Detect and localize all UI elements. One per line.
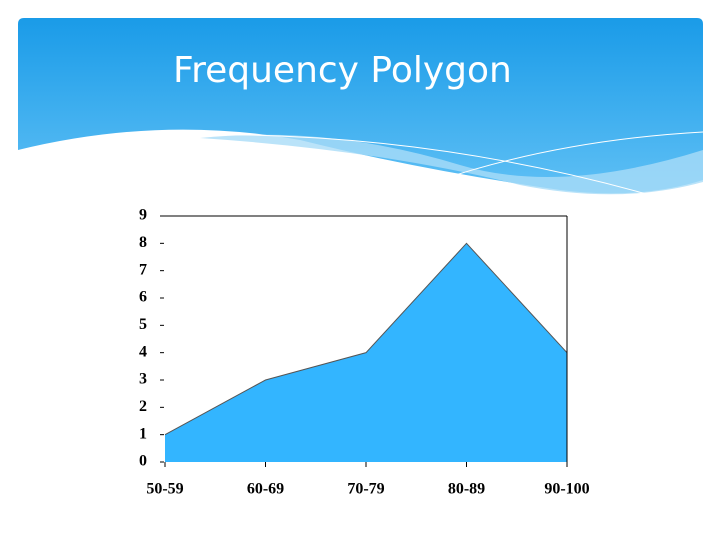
y-tick-label: 9 <box>139 207 147 224</box>
y-tick-label: 5 <box>139 316 147 333</box>
x-tick-label: 70-79 <box>347 481 384 498</box>
plot: 0 1 2 3 4 5 6 7 8 9 50-59 60-69 70-79 80-89 90-100 <box>139 207 590 498</box>
header-wave-line <box>179 131 704 196</box>
header-banner <box>18 18 703 194</box>
x-tick-label: 60-69 <box>247 481 284 498</box>
y-tick-label: 4 <box>139 343 147 360</box>
area-outline <box>164 242 568 436</box>
y-tick-label: 1 <box>139 425 147 442</box>
x-tick-label: 90-100 <box>544 481 589 498</box>
y-tick-label: 2 <box>139 398 147 415</box>
x-tick-label: 50-59 <box>146 481 183 498</box>
x-tick-label: 80-89 <box>448 481 485 498</box>
y-tick-label: 8 <box>139 234 147 251</box>
y-tick-label: 0 <box>139 453 147 470</box>
header-wave <box>200 134 703 195</box>
y-tick-label: 7 <box>139 261 147 278</box>
chart-title: Frequency Polygon <box>173 50 512 91</box>
y-tick-label: 3 <box>139 371 147 388</box>
y-tick-label: 6 <box>139 289 147 306</box>
